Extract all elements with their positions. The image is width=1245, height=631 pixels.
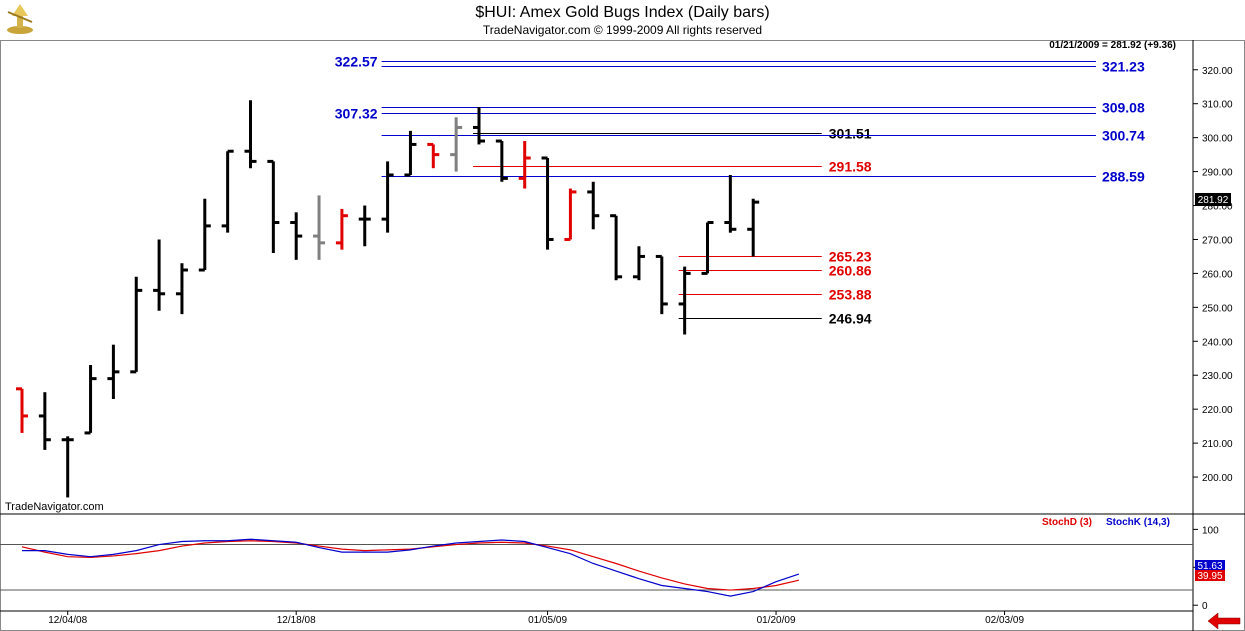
ohlc-bar [473,107,485,145]
price-tick-label: 240.00 [1202,337,1233,348]
price-tick-label: 230.00 [1202,371,1233,382]
stochk-value: 51.63 [1197,561,1222,572]
level-label: 260.86 [829,263,872,279]
ohlc-bar [244,100,257,169]
price-tick-label: 220.00 [1202,405,1233,416]
price-tick-label: 250.00 [1202,303,1233,314]
ohlc-bar [16,387,28,433]
price-tick-label: 320.00 [1202,66,1233,77]
price-tick-label: 260.00 [1202,269,1233,280]
stochastic-panel: 050100 [0,525,1219,612]
ohlc-bar [404,130,417,177]
level-label: 322.57 [335,54,378,70]
price-axis-ticks: 200.00 210.00 220.00 230.00 240.00 250.00 260.… [1193,66,1233,484]
price-tick-label: 280.00 [1202,202,1233,213]
current-price-label: 281.92 [1198,195,1229,206]
time-axis-ticks: 12/04/08 12/18/08 01/05/09 01/20/09 02/03/09 [48,611,1024,626]
chart-header: $HUI: Amex Gold Bugs Index (Daily bars) … [0,0,1245,40]
level-label: 307.32 [335,106,378,122]
ohlc-bar [358,205,371,247]
ohlc-bar [518,141,531,189]
time-tick-label: 02/03/09 [985,615,1024,626]
price-tick-label: 270.00 [1202,235,1233,246]
time-tick-label: 01/05/09 [528,615,567,626]
price-tick-label: 300.00 [1202,134,1233,145]
chart-title: $HUI: Amex Gold Bugs Index (Daily bars) [475,4,770,21]
ohlc-bar [427,142,440,169]
ohlc-bar [267,159,280,254]
ohlc-bar [38,392,51,450]
stoch-tick-label: 0 [1202,601,1208,612]
ohlc-bar [701,220,714,275]
level-label: 253.88 [829,287,872,303]
level-label: 300.74 [1102,128,1145,144]
price-tick-label: 290.00 [1202,168,1233,179]
ohlc-bar [587,181,600,230]
chart-frame [0,40,1245,631]
support-resistance-levels: 322.57 321.23 309.08 307.32 301.51 300.74 291.… [335,54,1145,327]
stoch-series-line [22,538,800,597]
level-label: 301.51 [829,126,872,142]
ohlc-bar [678,266,691,335]
level-label: 288.59 [1102,169,1145,185]
ohlc-bar [130,276,143,374]
tradenavigator-logo-icon[interactable] [7,4,33,34]
ohlc-bar [610,214,623,281]
ohlc-bar [632,246,645,281]
price-tick-label: 310.00 [1202,100,1233,111]
ohlc-bar [61,436,74,498]
ohlc-bar [450,117,463,172]
stoch-tick-label: 100 [1202,525,1219,536]
ohlc-bar [747,198,760,257]
ohlc-bar [313,195,326,260]
ohlc-bars [16,100,760,498]
ohlc-bar [541,156,554,250]
ohlc-bar [175,263,188,315]
level-label: 309.08 [1102,100,1145,116]
scroll-left-arrow-icon[interactable] [1207,612,1241,630]
legend-stochd: StochD (3) [1042,517,1092,528]
last-bar-info: 01/21/2009 = 281.92 (+9.36) [1049,40,1176,51]
ohlc-bar [335,208,348,250]
ohlc-bar [221,149,234,233]
ohlc-bar [107,344,120,399]
ohlc-bar [153,239,166,311]
level-label: 246.94 [829,311,872,327]
stochd-value: 39.95 [1197,571,1222,582]
ohlc-bar [495,139,508,182]
price-tick-label: 200.00 [1202,473,1233,484]
level-label: 265.23 [829,249,872,265]
level-label: 321.23 [1102,59,1145,75]
stoch-series-line [21,540,800,591]
stochk-value-tag [1195,560,1225,571]
ohlc-bar [198,198,211,272]
ohlc-bar [381,161,394,233]
stochd-value-tag [1195,570,1225,581]
price-tick-label: 210.00 [1202,439,1233,450]
current-price-tag [1195,193,1231,206]
legend-stochk: StochK (14,3) [1106,517,1170,528]
time-tick-label: 12/04/08 [48,615,87,626]
ohlc-bar [84,365,97,435]
copyright-text: TradeNavigator.com © 1999-2009 All right… [482,23,763,37]
ohlc-bar [655,254,668,315]
watermark: TradeNavigator.com [5,501,104,513]
ohlc-bar [564,188,577,241]
ohlc-bar [724,174,737,233]
ohlc-bar [290,212,303,260]
time-tick-label: 01/20/09 [757,615,796,626]
level-label: 291.58 [829,159,872,175]
time-tick-label: 12/18/08 [277,615,316,626]
